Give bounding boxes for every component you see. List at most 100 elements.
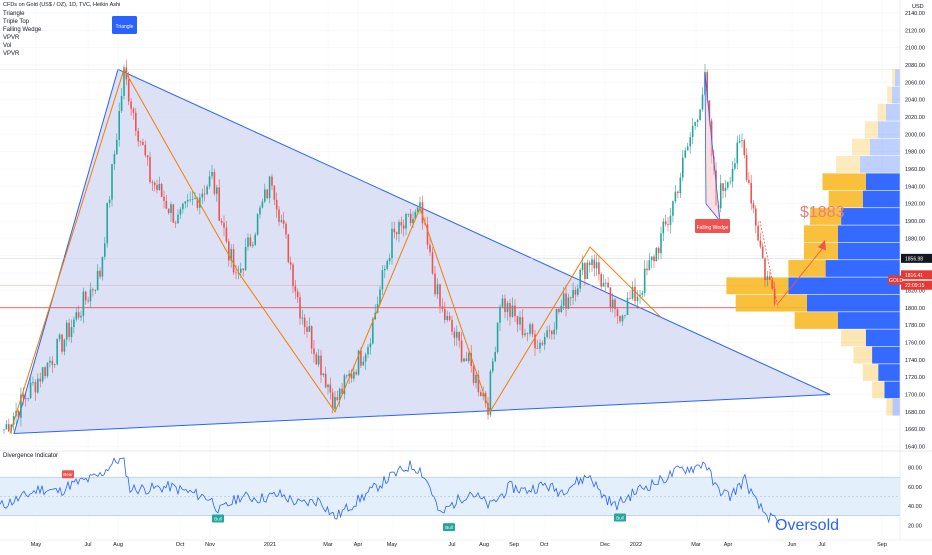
candle-body xyxy=(350,373,353,379)
candle-body xyxy=(244,246,247,271)
indicator-triple-top[interactable]: Triple Top xyxy=(3,19,30,25)
candle-body xyxy=(475,375,477,383)
bull-label: Bull xyxy=(616,515,624,520)
candle-body xyxy=(722,183,724,191)
indicator-triangle[interactable]: Triangle xyxy=(3,11,25,17)
candle-body xyxy=(593,259,596,269)
candle-body xyxy=(357,350,360,375)
candle-body xyxy=(468,353,470,362)
candle-body xyxy=(132,108,135,113)
price-axis-tick-label: 1640.00 xyxy=(905,445,925,451)
candle-body xyxy=(727,182,729,188)
candle-body xyxy=(414,211,417,219)
candle-body xyxy=(206,186,208,194)
candle-body xyxy=(738,140,741,143)
candle-body xyxy=(203,193,206,195)
candle-body xyxy=(526,333,529,335)
volume-profile-bar-up xyxy=(895,69,900,87)
indicator-falling-wedge[interactable]: Falling Wedge xyxy=(3,27,42,33)
candle-body xyxy=(708,100,711,121)
candle-body xyxy=(672,201,674,216)
price-axis-tick-label: 2040.00 xyxy=(905,98,925,104)
candle-body xyxy=(61,334,63,352)
candle-body xyxy=(480,392,482,397)
falling-wedge-label-box xyxy=(695,219,730,233)
candle-body xyxy=(584,262,586,280)
candle-body xyxy=(235,272,237,274)
candle-body xyxy=(362,361,365,366)
rsi-axis-tick-label: 40.00 xyxy=(908,504,922,510)
candle-body xyxy=(285,223,287,235)
candle-body xyxy=(567,297,570,309)
candle-body xyxy=(579,269,581,289)
candle-body xyxy=(679,177,682,194)
candle-body xyxy=(477,375,480,393)
candle-body xyxy=(736,142,739,164)
candle-body xyxy=(543,336,546,345)
candle-body xyxy=(282,220,285,224)
candle-body xyxy=(669,215,672,226)
candle-body xyxy=(757,225,759,241)
candle-body xyxy=(766,276,769,281)
indicator-vpvr-2[interactable]: VPVR xyxy=(3,51,20,57)
volume-profile-bar-up xyxy=(865,329,900,347)
candle-body xyxy=(376,303,379,313)
candle-body xyxy=(84,291,87,301)
candle-body xyxy=(460,340,463,362)
chart-title: CFDs on Gold (US$ / OZ), 1D, TVC, Heikin… xyxy=(3,2,121,8)
candle-body xyxy=(451,320,453,332)
volume-profile-bar-down xyxy=(864,121,878,139)
candle-body xyxy=(636,296,639,302)
candle-body xyxy=(729,181,731,183)
candle-body xyxy=(657,247,660,254)
candle-body xyxy=(92,289,94,291)
candle-body xyxy=(218,187,220,221)
candle-body xyxy=(646,268,648,271)
candle-body xyxy=(548,330,551,332)
time-axis-tick-label: Mar xyxy=(323,542,333,548)
candle-body xyxy=(191,199,194,200)
candle-body xyxy=(247,237,249,247)
candle-body xyxy=(519,317,521,325)
candle-body xyxy=(602,282,605,287)
candle-body xyxy=(384,268,386,271)
divergence-indicator-title[interactable]: Divergence Indicator xyxy=(3,453,59,459)
target-price-label: $1883 xyxy=(800,204,845,221)
candle-body xyxy=(650,256,653,261)
candle-body xyxy=(160,183,163,197)
candle-body xyxy=(446,316,448,320)
candle-body xyxy=(322,373,325,376)
candle-body xyxy=(296,291,299,298)
price-axis-tick-label: 1960.00 xyxy=(905,167,925,173)
candle-body xyxy=(317,355,320,365)
candle-body xyxy=(595,262,598,269)
rsi-axis-tick-label: 60.00 xyxy=(908,485,922,491)
candle-body xyxy=(156,185,158,191)
candle-body xyxy=(275,199,278,210)
rsi-line xyxy=(0,457,781,526)
candle-body xyxy=(111,164,113,200)
candle-body xyxy=(34,382,37,393)
time-axis-tick-label: Nov xyxy=(205,542,215,548)
candle-body xyxy=(653,256,655,262)
price-axis-tick-label: 1820.00 xyxy=(905,288,925,294)
candle-body xyxy=(32,382,34,383)
candle-body xyxy=(106,202,108,244)
candle-body xyxy=(565,293,567,309)
candle-body xyxy=(639,294,641,297)
indicator-vpvr-1[interactable]: VPVR xyxy=(3,35,20,41)
volume-profile-bar-up xyxy=(860,156,900,173)
indicator-vol[interactable]: Vol xyxy=(3,43,12,49)
time-axis-tick-label: Apr xyxy=(724,542,733,548)
volume-profile-bar-down xyxy=(788,260,826,277)
time-axis-tick-label: Aug xyxy=(113,542,123,548)
oversold-label: Oversold xyxy=(775,517,839,534)
volume-profile-bar-down xyxy=(872,381,885,399)
volume-profile-bar-up xyxy=(884,381,900,399)
candle-body xyxy=(242,268,244,271)
volume-profile-bar-down xyxy=(828,190,863,208)
price-axis-tick-label: 2000.00 xyxy=(905,132,925,138)
